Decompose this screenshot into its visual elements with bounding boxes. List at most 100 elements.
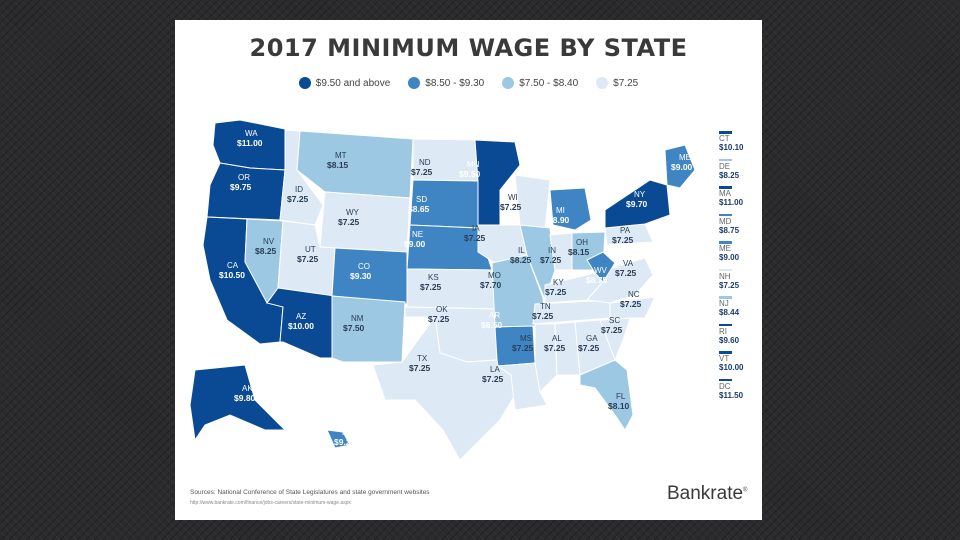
state-abbr-label: HI bbox=[342, 428, 350, 437]
sidebar-state-abbr: DE bbox=[719, 161, 731, 171]
state-hi bbox=[326, 429, 351, 449]
state-abbr-label: AK bbox=[242, 384, 253, 393]
sidebar-color-bar bbox=[719, 296, 732, 299]
state-nm bbox=[331, 295, 406, 363]
sidebar-state-wage: $9.00 bbox=[719, 253, 740, 262]
state-wage-label: $7.25 bbox=[620, 299, 642, 309]
state-mt bbox=[296, 130, 414, 199]
state-nc bbox=[599, 296, 656, 321]
state-wage-label: $8.75 bbox=[586, 275, 608, 285]
state-abbr-label: AL bbox=[552, 334, 562, 343]
state-wage-label: $8.25 bbox=[510, 255, 532, 265]
sidebar-state-wage: $7.25 bbox=[719, 280, 740, 290]
state-wage-label: $7.25 bbox=[512, 343, 534, 353]
sidebar-color-bar bbox=[719, 186, 732, 189]
state-mn bbox=[474, 139, 521, 226]
state-wage-label: $7.25 bbox=[411, 167, 433, 177]
state-abbr-label: MS bbox=[520, 334, 532, 343]
sidebar-state-md: MD $8.75 bbox=[716, 213, 756, 242]
state-wage-label: $7.25 bbox=[615, 268, 637, 278]
state-wage-label: $9.75 bbox=[230, 182, 252, 192]
state-wage-label: $10.50 bbox=[219, 270, 245, 280]
sidebar-color-bar bbox=[719, 213, 732, 216]
state-wage-label: $7.25 bbox=[545, 287, 567, 297]
sidebar-state-wage: $9.60 bbox=[719, 335, 740, 345]
state-tx bbox=[372, 315, 516, 461]
state-abbr-label: AZ bbox=[296, 312, 306, 321]
state-fl bbox=[579, 359, 634, 431]
sidebar-state-ri: RI $9.60 bbox=[716, 323, 756, 352]
sidebar-state-me: ME $9.00 bbox=[716, 241, 756, 269]
brand-mark: ® bbox=[743, 487, 748, 494]
sidebar-state-nh: NH $7.25 bbox=[716, 268, 756, 297]
state-abbr-label: MT bbox=[335, 151, 347, 160]
state-wage-label: $8.10 bbox=[608, 401, 630, 411]
state-abbr-label: MN bbox=[467, 160, 480, 169]
state-wage-label: $10.00 bbox=[288, 321, 314, 331]
infographic-slide: 2017 MINIMUM WAGE BY STATE $9.50 and abo… bbox=[175, 20, 762, 520]
state-wage-label: $7.25 bbox=[420, 282, 442, 292]
state-wage-label: $9.00 bbox=[404, 239, 426, 249]
legend-swatch bbox=[502, 77, 515, 89]
sidebar-state-de: DE $8.25 bbox=[716, 158, 756, 187]
state-abbr-label: PA bbox=[620, 226, 631, 235]
state-va bbox=[585, 257, 654, 304]
state-abbr-label: LA bbox=[490, 365, 500, 374]
sidebar-state-wage: $11.50 bbox=[719, 390, 744, 400]
state-abbr-label: ND bbox=[419, 158, 431, 167]
state-wage-label: $8.65 bbox=[408, 204, 430, 214]
sidebar-state-abbr: MA bbox=[719, 189, 731, 198]
state-wv bbox=[586, 251, 616, 283]
state-wage-label: $7.25 bbox=[544, 343, 566, 353]
sidebar-state-wage: $11.00 bbox=[719, 198, 744, 207]
state-wage-label: $9.25 bbox=[334, 437, 356, 447]
state-abbr-label: CO bbox=[358, 262, 370, 271]
state-ms bbox=[534, 323, 558, 394]
legend: $9.50 and above $8.50 - $9.30 $7.50 - $8… bbox=[175, 77, 762, 89]
state-abbr-label: KY bbox=[553, 278, 564, 287]
sidebar-state-abbr: NJ bbox=[719, 299, 729, 308]
state-wage-label: $9.00 bbox=[671, 162, 693, 172]
sidebar-color-bar bbox=[719, 351, 732, 354]
state-abbr-label: FL bbox=[616, 392, 626, 401]
sidebar-state-vt: VT $10.00 bbox=[716, 351, 756, 379]
state-abbr-label: TX bbox=[417, 354, 428, 363]
state-abbr-label: KS bbox=[428, 273, 439, 282]
bankrate-logo: Bankrate® bbox=[667, 483, 747, 505]
state-abbr-label: VA bbox=[623, 259, 634, 268]
state-wage-label: $7.25 bbox=[428, 314, 450, 324]
state-abbr-label: CA bbox=[227, 261, 239, 270]
state-me bbox=[664, 144, 696, 189]
sidebar-color-bar bbox=[719, 323, 732, 326]
sidebar-color-bar bbox=[719, 268, 732, 271]
state-wage-label: $7.25 bbox=[612, 235, 634, 245]
state-wage-label: $8.25 bbox=[255, 246, 277, 256]
sources-note: Sources: National Conference of State Le… bbox=[190, 489, 430, 496]
sidebar-state-wage: $10.10 bbox=[719, 143, 744, 152]
state-abbr-label: WI bbox=[508, 193, 518, 202]
state-abbr-label: MI bbox=[556, 206, 565, 215]
state-wage-label: $9.50 bbox=[459, 169, 481, 179]
brand-name: Bankrate bbox=[667, 483, 744, 504]
sidebar-state-abbr: CT bbox=[719, 134, 730, 143]
legend-label: $7.25 bbox=[613, 77, 639, 89]
sidebar-state-abbr: MD bbox=[719, 216, 732, 226]
state-wage-label: $8.15 bbox=[568, 247, 590, 257]
state-abbr-label: NC bbox=[628, 290, 640, 299]
state-wage-label: $8.15 bbox=[327, 160, 349, 170]
state-wage-label: $7.25 bbox=[532, 311, 554, 321]
legend-label: $8.50 - $9.30 bbox=[425, 77, 485, 89]
sidebar-state-abbr: VT bbox=[719, 354, 730, 363]
legend-swatch bbox=[596, 77, 609, 89]
sidebar-color-bar bbox=[719, 158, 732, 161]
state-abbr-label: TN bbox=[540, 302, 551, 311]
state-wage-label: $7.25 bbox=[578, 343, 600, 353]
sidebar-state-abbr: ME bbox=[719, 244, 731, 253]
sidebar-state-wage: $8.75 bbox=[719, 225, 740, 235]
state-mi bbox=[549, 187, 592, 231]
state-abbr-label: SC bbox=[609, 316, 620, 325]
state-wage-label: $7.50 bbox=[343, 323, 365, 333]
state-abbr-label: IN bbox=[548, 246, 556, 255]
sidebar-state-wage: $10.00 bbox=[719, 363, 744, 372]
state-wage-label: $9.30 bbox=[350, 271, 372, 281]
